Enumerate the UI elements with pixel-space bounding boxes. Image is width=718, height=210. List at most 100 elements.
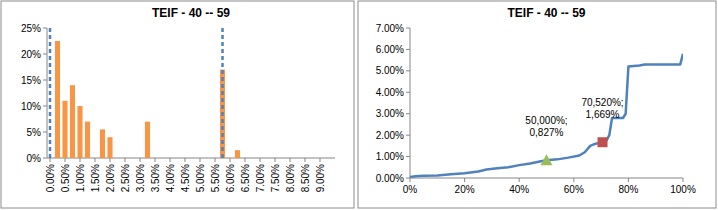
chart-title: TEIF - 40 -- 59 [152,6,230,20]
y-tick-label: 25% [21,23,41,34]
x-tick [125,158,126,162]
y-tick [406,92,410,93]
chart-title: TEIF - 40 -- 59 [507,6,585,20]
plot-area [410,54,683,177]
x-tick [260,158,261,162]
y-tick [406,70,410,71]
x-tick-label: 6.50% [240,164,251,192]
y-tick [406,135,410,136]
y-axis-line [47,28,48,158]
reference-line [49,28,52,158]
plot-area [50,28,240,158]
bar [70,85,75,158]
x-axis-line [47,158,335,159]
x-tick [628,178,629,182]
y-tick [406,113,410,114]
x-tick [65,158,66,162]
y-axis-line [410,28,411,178]
x-tick-label: 20% [455,184,475,195]
x-tick [95,158,96,162]
y-tick [43,54,47,55]
y-tick-label: 4.00% [376,87,404,98]
bar [100,129,105,158]
x-tick [215,158,216,162]
x-tick [410,178,411,182]
chart-panel: TEIF - 40 -- 59 0.00% 1.00% 2.00% 3.00% 4.00%… [358,1,716,208]
data-line [410,54,683,177]
y-tick-label: 6.00% [376,44,404,55]
y-tick-label: 10% [21,101,41,112]
y-tick [406,49,410,50]
x-tick-label: 0.50% [60,164,71,192]
y-tick-label: 5% [27,127,42,138]
bar [55,41,60,158]
x-tick-label: 7.00% [255,164,266,192]
y-tick-label: 2.00% [376,130,404,141]
x-tick-label: 100% [670,184,696,195]
reference-line [221,28,224,158]
x-tick-label: 8.00% [285,164,296,192]
bar [62,101,67,158]
y-tick [406,28,410,29]
x-tick-label: 40% [509,184,529,195]
x-tick-label: 60% [564,184,584,195]
x-tick-label: 7.50% [270,164,281,192]
x-tick [290,158,291,162]
x-tick-label: 3.50% [150,164,161,192]
y-tick-label: 0% [27,153,42,164]
x-tick-label: 9.00% [315,164,326,192]
y-tick [43,158,47,159]
x-tick [80,158,81,162]
x-tick-label: 5.50% [210,164,221,192]
y-tick-label: 15% [21,75,41,86]
point-label-line: 0,827% [530,127,564,138]
x-tick-label: 1.50% [90,164,101,192]
x-tick-label: 6.00% [225,164,236,192]
x-tick-label: 2.00% [105,164,116,192]
x-tick [683,178,684,182]
y-tick [43,106,47,107]
panel-frame [1,1,354,208]
bar [107,137,112,158]
y-tick-label: 20% [21,49,41,60]
x-tick-label: 3.00% [135,164,146,192]
point-label: 70,520%;1,669% [581,97,623,120]
x-tick [200,158,201,162]
x-tick-label: 0% [403,184,418,195]
x-tick [305,158,306,162]
y-tick-label: 0.00% [376,173,404,184]
y-tick-label: 7.00% [376,23,404,34]
y-tick [43,132,47,133]
x-tick-label: 8.50% [300,164,311,192]
x-axis-line [410,178,683,179]
chart-canvas: TEIF - 40 -- 59 0% 5% 10% 15% 20% 25% 0.00% 0.50… [0,0,718,210]
x-tick [50,158,51,162]
point-label: 50,000%;0,827% [525,115,567,138]
bar [85,122,90,158]
y-tick [43,80,47,81]
x-tick [519,178,520,182]
x-tick-label: 4.00% [165,164,176,192]
y-tick-label: 3.00% [376,108,404,119]
x-tick [155,158,156,162]
x-tick-label: 2.50% [120,164,131,192]
x-tick [573,178,574,182]
bar [235,150,240,158]
chart-panel: TEIF - 40 -- 590%5%10%15%20%25%0.00%0.50… [1,1,354,208]
x-tick [110,158,111,162]
point-marker [598,137,608,147]
bar [77,106,82,158]
y-tick [406,178,410,179]
point-label-line: 70,520%; [581,97,623,108]
point-label-line: 50,000%; [525,115,567,126]
x-tick [275,158,276,162]
bar [145,122,150,158]
x-tick-label: 80% [618,184,638,195]
panel-frame [358,1,716,208]
x-tick [185,158,186,162]
x-tick [140,158,141,162]
x-tick-label: 1.00% [75,164,86,192]
x-tick [464,178,465,182]
y-tick-label: 1.00% [376,151,404,162]
x-tick [170,158,171,162]
